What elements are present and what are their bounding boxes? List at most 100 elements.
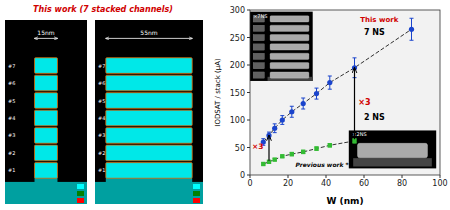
sheet-label: #5 xyxy=(98,98,105,104)
inset-sheet xyxy=(270,44,309,50)
insets xyxy=(250,12,436,169)
nanosheet xyxy=(106,128,192,144)
sheet-label: #5 xyxy=(8,98,15,104)
error-bar xyxy=(410,18,414,40)
nanosheet xyxy=(106,75,192,91)
nanosheet xyxy=(35,128,58,144)
error-cap xyxy=(273,132,277,133)
point xyxy=(280,154,284,158)
color-square xyxy=(77,184,84,189)
error-bar xyxy=(315,147,319,150)
inset-sheet xyxy=(253,44,264,50)
x-tick-label: 100 xyxy=(432,179,447,188)
point xyxy=(290,152,294,156)
error-cap xyxy=(353,57,357,58)
x-tick-label: 0 xyxy=(247,179,252,188)
annotation: ×3 xyxy=(252,142,264,151)
y-tick xyxy=(247,37,250,38)
y-tick-label: 250 xyxy=(230,34,245,43)
annotation: Previous work * xyxy=(296,161,350,168)
error-cap xyxy=(280,115,284,116)
plot-bg xyxy=(250,10,440,175)
color-square xyxy=(193,184,200,189)
annotation: 7 NS xyxy=(364,28,385,37)
nanosheet xyxy=(106,163,192,179)
inset-sheet xyxy=(270,16,309,22)
error-cap xyxy=(328,76,332,77)
tem-panel: #1#2#3#4#5#6#755nm xyxy=(95,20,203,204)
inset-sheet xyxy=(270,53,309,59)
sheet-label: #6 xyxy=(8,80,15,86)
annotation: ×3 xyxy=(358,98,370,107)
x-tick-label: 40 xyxy=(321,179,331,188)
error-bar xyxy=(353,139,357,143)
x-tick xyxy=(288,175,289,178)
y-tick xyxy=(247,175,250,176)
point xyxy=(328,143,332,147)
inset-7ns xyxy=(250,12,313,81)
error-cap xyxy=(290,106,294,107)
point xyxy=(327,80,332,85)
x-tick xyxy=(364,175,365,178)
error-bar xyxy=(328,144,332,147)
error-bar xyxy=(273,124,277,133)
nanosheet xyxy=(106,145,192,161)
annotation-arrow xyxy=(268,135,269,160)
nanosheet xyxy=(35,145,58,161)
y-tick-label: 100 xyxy=(230,116,245,125)
dimension-arrow xyxy=(106,38,192,39)
nanosheet xyxy=(106,110,192,126)
error-cap xyxy=(301,98,305,99)
inset-sheet xyxy=(270,35,309,41)
annotation: This work xyxy=(360,16,398,24)
error-bar xyxy=(280,116,284,125)
error-cap xyxy=(315,88,319,89)
nanosheet xyxy=(106,93,192,109)
annotation-arrow xyxy=(354,68,355,140)
color-square xyxy=(77,191,84,196)
sheet-label: #3 xyxy=(8,132,15,138)
y-tick xyxy=(247,65,250,66)
fit-line xyxy=(263,29,411,142)
point xyxy=(409,27,414,32)
error-cap xyxy=(290,117,294,118)
tem-panel: #1#2#3#4#5#6#715nm xyxy=(5,20,87,204)
sheet-label: #2 xyxy=(8,150,15,156)
y-tick-label: 50 xyxy=(235,144,245,153)
point xyxy=(272,126,277,131)
y-tick-label: 200 xyxy=(230,61,245,70)
nanosheet xyxy=(35,110,58,126)
error-cap xyxy=(267,132,271,133)
data xyxy=(261,18,414,166)
sheet-label: #7 xyxy=(8,63,15,69)
x-tick xyxy=(440,175,441,178)
color-square xyxy=(193,198,200,203)
y-tick-label: 0 xyxy=(240,171,245,180)
title: This work (7 stacked channels) xyxy=(33,5,173,14)
fin xyxy=(106,178,192,198)
x-tick-label: 80 xyxy=(397,179,407,188)
error-cap xyxy=(410,40,414,41)
point xyxy=(289,109,294,114)
inset-2ns xyxy=(349,130,436,168)
nanosheet xyxy=(35,58,58,74)
inset-sheet xyxy=(253,25,264,31)
nanosheet xyxy=(35,93,58,109)
error-bar xyxy=(328,76,332,89)
point xyxy=(314,91,319,96)
error-cap xyxy=(410,18,414,19)
inset-sheet xyxy=(253,63,264,69)
sheet-label: #6 xyxy=(98,80,105,86)
inset-label: ×7NS xyxy=(253,13,267,19)
color-square xyxy=(77,198,84,203)
plot-frame xyxy=(250,10,440,175)
point xyxy=(273,157,277,161)
point xyxy=(261,162,265,166)
sheet-label: #4 xyxy=(8,115,15,121)
inset-sheet xyxy=(270,72,309,78)
sheet-label: #3 xyxy=(98,132,105,138)
x-tick xyxy=(402,175,403,178)
error-bar xyxy=(290,106,294,117)
y-tick xyxy=(247,147,250,148)
color-square xyxy=(193,191,200,196)
